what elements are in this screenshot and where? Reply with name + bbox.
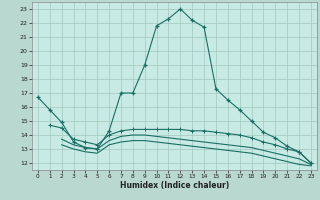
X-axis label: Humidex (Indice chaleur): Humidex (Indice chaleur) <box>120 181 229 190</box>
